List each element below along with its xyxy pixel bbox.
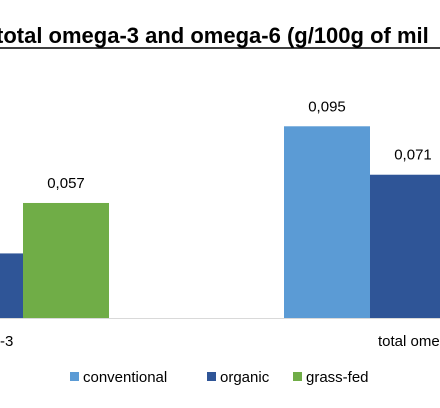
legend-label-organic: organic [220,369,270,386]
value-label-grass-fed-1: 0,057 [47,175,85,192]
bar-conventional-2 [284,126,370,318]
legend-swatch-organic [207,372,216,381]
bar-grass-fed-1 [23,202,109,318]
legend-label-grass-fed: grass-fed [306,369,369,386]
value-label-conventional-2: 0,095 [308,98,346,115]
category-label-1: l omega-3 [0,333,13,350]
value-label-organic-2: 0,071 [394,147,432,164]
bar-organic-1 [0,253,23,318]
bar-organic-2 [370,174,440,318]
chart-title: total omega-3 and omega-6 (g/100g of mil [0,23,429,48]
legend-swatch-conventional [70,372,79,381]
legend-swatch-grass-fed [293,372,302,381]
category-label-2: total omeg [378,333,440,350]
legend-label-conventional: conventional [83,369,167,386]
legend: conventional organic grass-fed [70,369,369,386]
